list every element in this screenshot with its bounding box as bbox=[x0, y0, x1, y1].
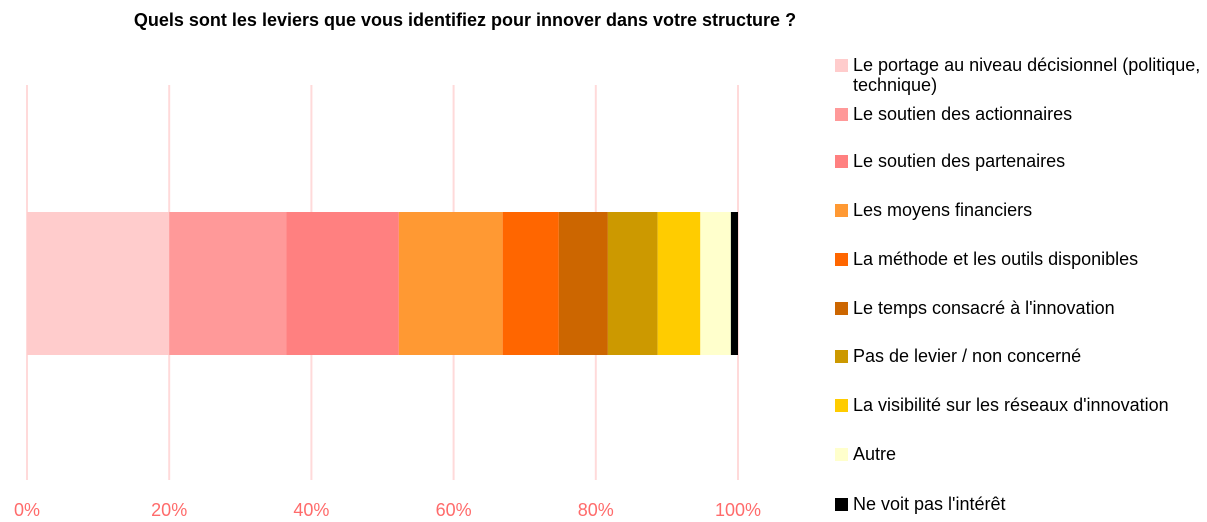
legend-label: Le temps consacré à l'innovation bbox=[853, 298, 1115, 318]
legend-swatch bbox=[835, 253, 848, 266]
bar-segment bbox=[398, 212, 503, 355]
bar-segment bbox=[286, 212, 399, 355]
chart: Quels sont les leviers que vous identifi… bbox=[14, 10, 796, 520]
legend-swatch bbox=[835, 498, 848, 511]
bar-segment bbox=[700, 212, 731, 355]
bar-segment bbox=[169, 212, 287, 355]
chart-title: Quels sont les leviers que vous identifi… bbox=[134, 10, 796, 30]
legend-label: La méthode et les outils disponibles bbox=[853, 249, 1139, 269]
bar-segment bbox=[502, 212, 559, 355]
legend-label: Ne voit pas l'intérêt bbox=[853, 494, 1006, 514]
legend-label: Autre bbox=[853, 444, 897, 464]
legend-swatch bbox=[835, 448, 848, 461]
legend-label: La visibilité sur les réseaux d'innovati… bbox=[853, 395, 1169, 415]
legend-swatch bbox=[835, 59, 848, 72]
x-tick-label: 80% bbox=[578, 500, 614, 520]
legend-label: Les moyens financiers bbox=[853, 200, 1033, 220]
bar-segment bbox=[27, 212, 170, 355]
legend-swatch bbox=[835, 302, 848, 315]
bar-segment bbox=[657, 212, 701, 355]
legend-label: Pas de levier / non concerné bbox=[853, 346, 1082, 366]
bar-segment bbox=[558, 212, 608, 355]
x-tick-label: 40% bbox=[293, 500, 329, 520]
legend-swatch bbox=[835, 108, 848, 121]
x-tick-label: 60% bbox=[436, 500, 472, 520]
legend-label: Le portage au niveau décisionnel (politi… bbox=[853, 55, 1201, 95]
legend-label: Le soutien des partenaires bbox=[853, 151, 1066, 171]
legend-swatch bbox=[835, 204, 848, 217]
legend-label: Le soutien des actionnaires bbox=[853, 104, 1073, 124]
bar-segment bbox=[730, 212, 738, 355]
legend-swatch bbox=[835, 155, 848, 168]
x-tick-label: 20% bbox=[151, 500, 187, 520]
x-tick-label: 100% bbox=[715, 500, 761, 520]
bar-segment bbox=[607, 212, 658, 355]
legend-swatch bbox=[835, 399, 848, 412]
legend-swatch bbox=[835, 350, 848, 363]
x-tick-label: 0% bbox=[14, 500, 40, 520]
